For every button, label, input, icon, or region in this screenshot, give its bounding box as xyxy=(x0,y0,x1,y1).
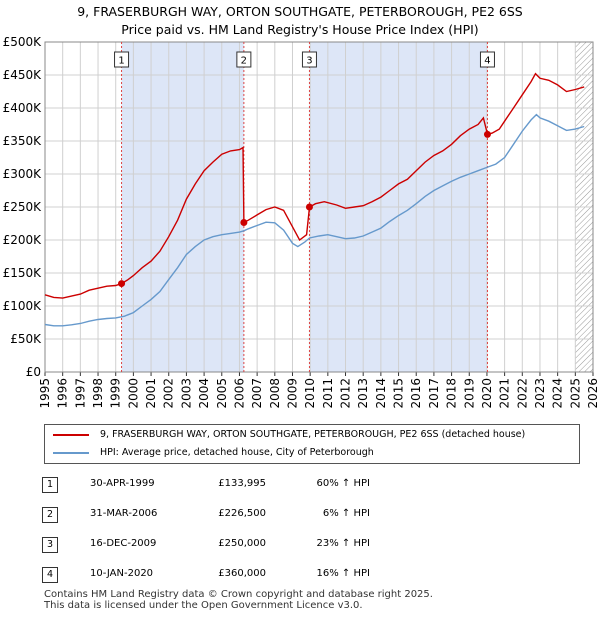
x-tick-label: 2013 xyxy=(356,378,370,409)
y-tick-label: £450K xyxy=(3,68,43,82)
table-row: 3 16-DEC-2009 £250,000 23% ↑ HPI xyxy=(0,534,600,556)
y-tick-label: £300K xyxy=(3,167,43,181)
x-tick-label: 2010 xyxy=(303,378,317,409)
attribution-line1: Contains HM Land Registry data © Crown c… xyxy=(44,589,433,600)
sale-number-badge: 4 xyxy=(42,567,58,583)
y-tick-label: £250K xyxy=(3,200,43,214)
x-tick-label: 2025 xyxy=(568,378,582,409)
x-tick-label: 2011 xyxy=(321,378,335,409)
sale-date: 30-APR-1999 xyxy=(90,478,155,489)
x-tick-label: 1996 xyxy=(56,378,70,409)
sale-point xyxy=(305,203,313,211)
sale-number-badge: 2 xyxy=(42,507,58,523)
x-tick-label: 1999 xyxy=(109,378,123,409)
x-tick-label: 1998 xyxy=(91,378,105,409)
sale-date: 16-DEC-2009 xyxy=(90,538,157,549)
sale-hpi-change: 23% ↑ HPI xyxy=(316,538,370,549)
sale-date: 10-JAN-2020 xyxy=(90,568,154,579)
attribution-footer: Contains HM Land Registry data © Crown c… xyxy=(44,589,433,611)
plot-frame xyxy=(44,41,594,373)
x-tick-label: 2014 xyxy=(374,378,388,409)
y-tick-label: £100K xyxy=(3,299,43,313)
sale-number-box xyxy=(301,51,317,68)
sale-number-badge: 1 xyxy=(42,477,58,493)
chart-title-line1: 9, FRASERBURGH WAY, ORTON SOUTHGATE, PET… xyxy=(77,4,523,19)
sale-point xyxy=(483,130,491,138)
sale-point xyxy=(240,219,248,227)
x-tick-label: 2018 xyxy=(445,378,459,409)
sale-number-label: 2 xyxy=(241,56,247,67)
x-tick-label: 1995 xyxy=(38,378,52,409)
x-tick-label: 2021 xyxy=(498,378,512,409)
sale-price: £250,000 xyxy=(218,538,266,549)
sale-number-box xyxy=(479,51,495,68)
y-tick-label: £50K xyxy=(10,332,42,346)
x-tick-label: 2007 xyxy=(250,378,264,409)
table-row: 2 31-MAR-2006 £226,500 6% ↑ HPI xyxy=(0,504,600,526)
x-tick-label: 2024 xyxy=(551,378,565,409)
sale-number-label: 4 xyxy=(484,56,490,67)
x-tick-label: 2026 xyxy=(586,378,600,409)
x-tick-label: 2017 xyxy=(427,378,441,409)
x-tick-label: 2003 xyxy=(179,378,193,409)
y-tick-label: £0 xyxy=(26,365,41,379)
table-row: 1 30-APR-1999 £133,995 60% ↑ HPI xyxy=(0,474,600,496)
legend-hpi-swatch xyxy=(53,452,89,454)
x-tick-label: 2019 xyxy=(462,378,476,409)
hpi-line xyxy=(44,113,585,327)
table-row: 4 10-JAN-2020 £360,000 16% ↑ HPI xyxy=(0,564,600,586)
y-tick-label: £200K xyxy=(3,233,43,247)
x-tick-label: 2009 xyxy=(285,378,299,409)
x-tick-label: 2023 xyxy=(533,378,547,409)
legend-item-price: 9, FRASERBURGH WAY, ORTON SOUTHGATE, PET… xyxy=(53,426,525,444)
sale-hpi-change: 60% ↑ HPI xyxy=(316,478,370,489)
legend-hpi-label: HPI: Average price, detached house, City… xyxy=(100,447,374,458)
y-tick-label: £150K xyxy=(3,266,43,280)
sale-hpi-change: 16% ↑ HPI xyxy=(316,568,370,579)
chart-title-line2: Price paid vs. HM Land Registry's House … xyxy=(121,22,479,37)
sale-price: £360,000 xyxy=(218,568,266,579)
x-tick-label: 2004 xyxy=(197,378,211,409)
x-tick-label: 2015 xyxy=(392,378,406,409)
y-tick-label: £400K xyxy=(3,101,43,115)
attribution-line2: This data is licensed under the Open Gov… xyxy=(44,600,363,611)
y-tick-label: £350K xyxy=(3,134,43,148)
chart-legend: 9, FRASERBURGH WAY, ORTON SOUTHGATE, PET… xyxy=(44,424,580,464)
x-tick-label: 2016 xyxy=(409,378,423,409)
sale-number-box xyxy=(114,51,130,68)
sale-number-box xyxy=(236,51,252,68)
legend-price-label: 9, FRASERBURGH WAY, ORTON SOUTHGATE, PET… xyxy=(100,429,526,440)
x-tick-label: 2001 xyxy=(144,378,158,409)
y-tick-label: £500K xyxy=(3,35,43,49)
x-tick-label: 2012 xyxy=(339,378,353,409)
price-chart: £0 £50K £100K £150K £200K £250K £300K £350K £400… xyxy=(3,35,600,409)
sale-number-label: 1 xyxy=(118,56,124,67)
legend-item-hpi: HPI: Average price, detached house, City… xyxy=(53,444,374,462)
x-tick-label: 1997 xyxy=(73,378,87,409)
x-tick-label: 2005 xyxy=(215,378,229,409)
sale-number-label: 3 xyxy=(306,56,312,67)
sale-price: £226,500 xyxy=(218,508,266,519)
sale-number-badge: 3 xyxy=(42,537,58,553)
legend-price-swatch xyxy=(53,434,89,436)
x-tick-label: 2008 xyxy=(268,378,282,409)
x-tick-label: 2020 xyxy=(480,378,494,409)
x-tick-label: 2002 xyxy=(162,378,176,409)
x-tick-label: 2000 xyxy=(126,378,140,409)
sale-price: £133,995 xyxy=(218,478,266,489)
sale-date: 31-MAR-2006 xyxy=(90,508,158,519)
x-tick-label: 2022 xyxy=(515,378,529,409)
sale-point xyxy=(118,280,126,288)
x-tick-label: 2006 xyxy=(232,378,246,409)
sale-hpi-change: 6% ↑ HPI xyxy=(322,508,370,519)
